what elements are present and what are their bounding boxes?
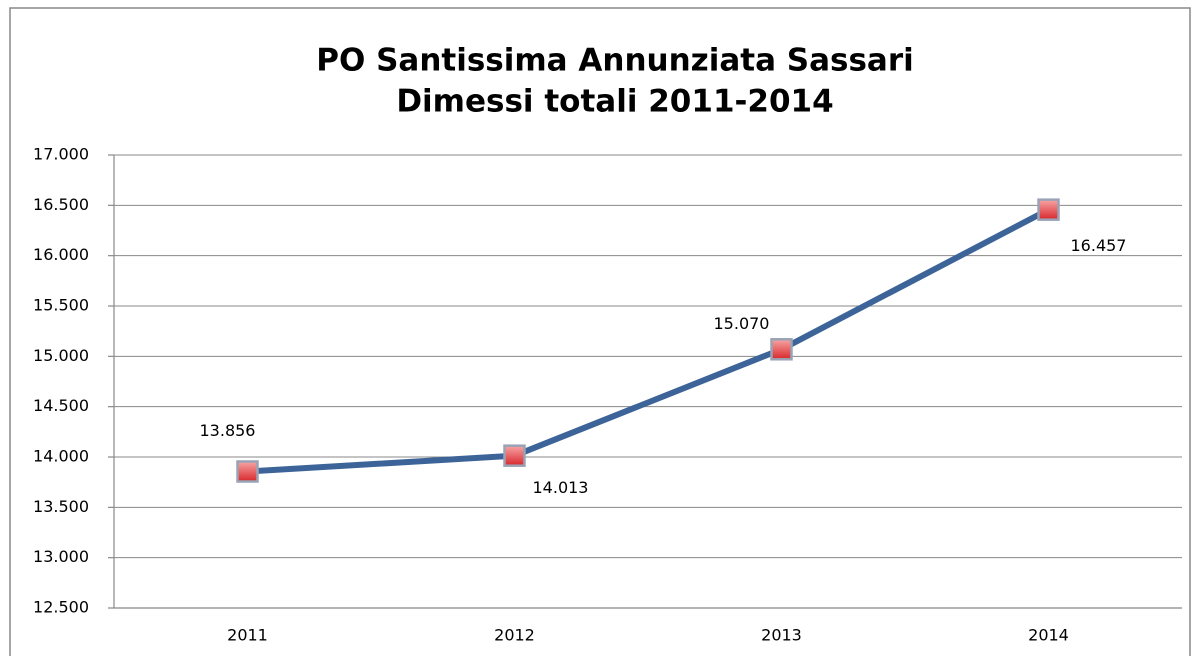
y-tick-label: 15.000 [33,346,89,365]
data-label: 14.013 [533,478,589,497]
data-marker [770,338,793,361]
data-line [247,207,1050,475]
x-tick-label: 2012 [494,626,535,645]
x-tick-label: 2013 [761,626,802,645]
y-tick-label: 15.500 [33,296,89,315]
x-tick-label: 2011 [227,626,268,645]
data-marker [236,460,259,483]
y-tick-label: 13.500 [33,497,89,516]
x-tick-label: 2014 [1028,626,1069,645]
y-tick-label: 13.000 [33,547,89,566]
y-tick-label: 16.000 [33,245,89,264]
chart-subtitle: Dimessi totali 2011-2014 [396,84,833,120]
data-label: 15.070 [714,314,770,333]
y-tick-label: 14.500 [33,396,89,415]
chart-border [9,7,1191,656]
chart-title: PO Santissima Annunziata Sassari [316,43,914,79]
data-label: 13.856 [200,421,256,440]
data-label: 16.457 [1071,236,1127,255]
data-marker [1037,198,1060,221]
data-marker [503,444,526,467]
y-tick-label: 12.500 [33,598,89,617]
y-tick-label: 16.500 [33,195,89,214]
y-tick-label: 17.000 [33,145,89,164]
y-tick-label: 14.000 [33,447,89,466]
